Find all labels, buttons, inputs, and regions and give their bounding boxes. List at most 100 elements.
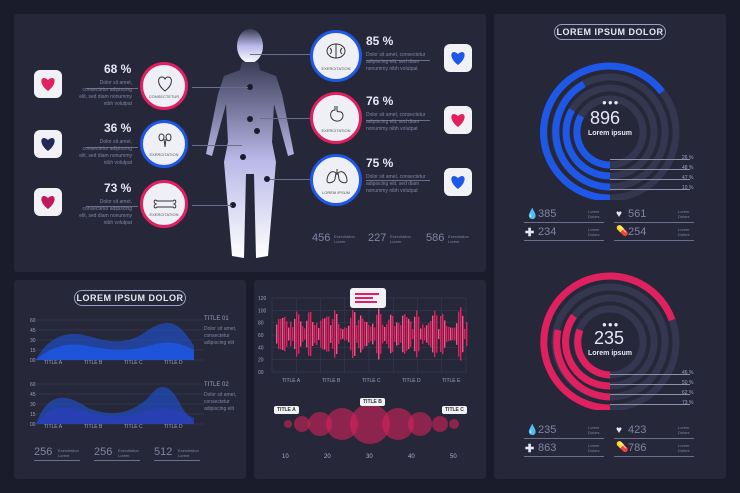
y-tick: 00 <box>258 370 264 376</box>
organ-heart[interactable]: CONSECTETUR <box>140 62 188 110</box>
y-tick: 60 <box>30 318 36 324</box>
bubble[interactable] <box>382 408 414 440</box>
bubble[interactable] <box>432 416 448 432</box>
signal-bar <box>440 316 442 352</box>
legend-line <box>610 159 690 160</box>
y-tick: 60 <box>30 382 36 388</box>
connector-line <box>260 118 310 119</box>
gauges-panel: LOREM IPSUM DOLOR ●●● 896 Lorem ipsum 26… <box>494 14 726 479</box>
chart-title: TITLE 01 <box>204 316 229 322</box>
legend-line <box>610 404 690 405</box>
signal-bar <box>352 309 354 359</box>
y-tick: 45 <box>30 392 36 398</box>
organ-stomach[interactable]: EXERCITATION <box>310 92 362 144</box>
bubble[interactable] <box>449 419 459 429</box>
heart-badge[interactable] <box>34 130 62 158</box>
signal-bar <box>448 326 450 342</box>
description-text: Dolor sit amet, consectetur adipiscing e… <box>79 80 132 107</box>
signal-bar <box>334 310 336 358</box>
body-panel: CONSECTETUR EXERCITATION EXERCITATION EX… <box>14 14 486 272</box>
x-tick: TITLE D <box>164 424 183 430</box>
signal-bar <box>308 312 310 356</box>
signal-bar <box>326 316 328 352</box>
drop-icon: 💧 <box>526 209 539 220</box>
body-point[interactable] <box>240 154 246 160</box>
bubble[interactable] <box>294 416 310 432</box>
organ-bone[interactable]: EXERCITATION <box>140 180 188 228</box>
stat-value: 512 <box>154 446 173 458</box>
heart-badge[interactable] <box>444 106 472 134</box>
percent-value: 73 % <box>104 181 132 195</box>
signal-bar <box>288 327 290 341</box>
signal-bar <box>420 328 422 340</box>
x-tick: 50 <box>450 454 457 460</box>
organ-label: EXERCITATION <box>321 128 351 133</box>
bubble[interactable] <box>308 412 332 436</box>
signal-bar <box>306 320 308 348</box>
body-point[interactable] <box>230 202 236 208</box>
body-point[interactable] <box>264 176 270 182</box>
wave-chart-2 <box>36 383 204 425</box>
body-point[interactable] <box>247 84 253 90</box>
organ-label: EXERCITATION <box>149 212 179 217</box>
body-point[interactable] <box>247 116 253 122</box>
signal-bar <box>412 328 414 340</box>
legend-line <box>610 394 690 395</box>
percent-value: 68 % <box>104 62 132 76</box>
y-tick: 60 <box>258 333 264 339</box>
signal-bar <box>432 315 434 353</box>
signal-bar <box>304 328 306 340</box>
dots-icon: ●●● <box>602 320 620 329</box>
heart-badge[interactable] <box>444 44 472 72</box>
legend-line <box>610 384 690 385</box>
legend-value: 26 % <box>682 155 694 161</box>
x-tick: TITLE C <box>362 378 381 384</box>
signal-bar <box>466 322 468 346</box>
organ-brain[interactable]: EXERCITATION <box>310 30 362 82</box>
signal-bar <box>318 328 320 340</box>
heart-badge[interactable] <box>34 188 62 216</box>
stat-value: 256 <box>34 446 53 458</box>
tooltip-badge[interactable] <box>350 288 386 308</box>
signal-bar <box>310 311 312 357</box>
x-tick: TITLE B <box>322 378 341 384</box>
radial-gauge-blue <box>540 62 680 200</box>
signal-bar <box>346 327 348 341</box>
connector-line <box>270 179 310 180</box>
bubble[interactable] <box>326 408 358 440</box>
signal-bar <box>450 327 452 341</box>
connector-line <box>86 206 138 207</box>
signal-bar <box>328 316 330 352</box>
radial-gauge-pink <box>540 272 680 410</box>
signal-bar <box>286 321 288 347</box>
stat-value: 235 <box>538 424 557 436</box>
x-tick: 30 <box>366 454 373 460</box>
x-tick: 20 <box>324 454 331 460</box>
description-text: Dolor sit amet, consectetur adipiscing e… <box>366 52 426 72</box>
body-point[interactable] <box>254 128 260 134</box>
organ-kidney[interactable]: EXERCITATION <box>140 120 188 168</box>
stat-label: Exercitation Lorem <box>178 448 199 458</box>
heart-badge[interactable] <box>34 70 62 98</box>
legend-value: 48 % <box>682 165 694 171</box>
x-tick: TITLE B <box>84 360 103 366</box>
signal-bar <box>436 315 438 353</box>
heart-badge[interactable] <box>444 168 472 196</box>
signal-bar <box>358 319 360 349</box>
bubble[interactable] <box>408 412 432 436</box>
x-tick: TITLE E <box>442 378 461 384</box>
signal-bar <box>424 327 426 341</box>
legend-value: 47 % <box>682 175 694 181</box>
signal-bar <box>376 314 378 354</box>
gauge-value: 235 <box>594 328 625 348</box>
legend-value: 50 % <box>682 380 694 386</box>
bubble[interactable] <box>350 404 390 444</box>
bubble[interactable] <box>284 420 292 428</box>
signal-bar <box>442 313 444 355</box>
signal-bar <box>408 318 410 350</box>
human-body-figure <box>206 29 294 258</box>
stat-label: Lorem Dolors <box>588 443 600 453</box>
signal-bar <box>444 320 446 348</box>
organ-lungs[interactable]: LOREM IPSUM <box>310 154 362 206</box>
signal-bar-chart: 120 100 80 60 40 20 00 TITLE A TITLE B TITLE C TIT… <box>258 296 468 384</box>
